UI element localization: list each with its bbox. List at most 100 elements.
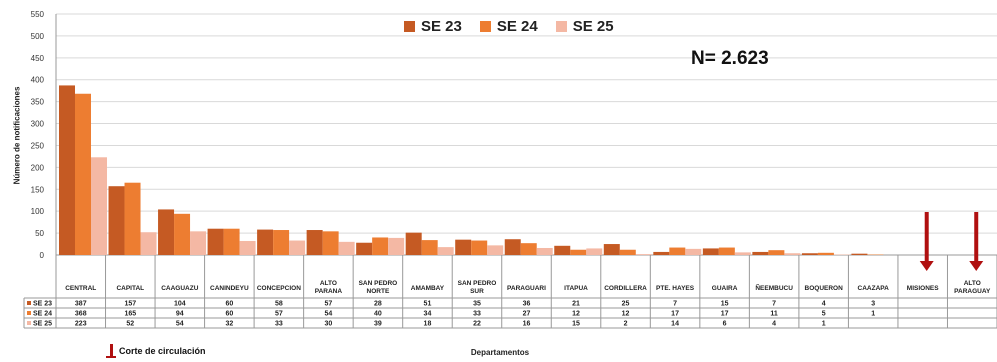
- table-value-se-23-san-pedro-norte: 28: [374, 301, 382, 308]
- bar-se-23-pte-hayes: [653, 251, 670, 255]
- bar-se-23-caaguazu: [158, 209, 175, 255]
- table-value-se-23-boqueron: 4: [822, 301, 826, 308]
- x-tick-label-caaguazu: CAAGUAZU: [161, 285, 198, 292]
- table-value-se-25-san-pedro-sur: 22: [473, 321, 481, 328]
- table-legend-key-se-23: [27, 301, 31, 305]
- bar-se-23-concepcion: [257, 229, 274, 255]
- table-series-label-se-25: SE 25: [33, 321, 52, 328]
- y-tick-label: 50: [35, 229, 44, 238]
- bar-se-24-caaguazu: [174, 213, 191, 255]
- table-value-se-23-itapua: 21: [572, 301, 580, 308]
- bar-se-23-san-pedro-sur: [455, 239, 472, 255]
- table-legend-key-se-25: [27, 321, 31, 325]
- bar-se-25-san-pedro-sur: [487, 245, 504, 255]
- legend-label-se23: SE 23: [421, 18, 462, 35]
- y-tick-label: 0: [40, 251, 45, 260]
- x-tick-label-amambay: AMAMBAY: [411, 285, 445, 292]
- bar-se-25-paraguari: [536, 247, 553, 255]
- x-tick-label-canindeyu: CANINDEYU: [210, 285, 249, 292]
- x-tick-label-neembucu: ÑEEMBUCU: [755, 283, 793, 292]
- table-value-se-23-capital: 157: [124, 301, 136, 308]
- bar-se-23-neembucu: [752, 251, 769, 255]
- bar-se-24-neembucu: [768, 250, 785, 255]
- legend-swatch-se24: [479, 21, 491, 32]
- table-value-se-23-guaira: 15: [721, 301, 729, 308]
- table-value-se-25-canindeyu: 32: [225, 321, 233, 328]
- bar-se-24-canindeyu: [223, 228, 240, 255]
- bar-se-24-paraguari: [520, 243, 537, 255]
- table-value-se-24-concepcion: 57: [275, 311, 283, 318]
- table-value-se-23-neembucu: 7: [772, 301, 776, 308]
- legend-item-se25: SE 25: [555, 18, 614, 35]
- table-value-se-24-san-pedro-sur: 33: [473, 311, 481, 318]
- bar-se-24-san-pedro-norte: [372, 237, 389, 255]
- legend-swatch-se25: [555, 21, 567, 32]
- table-value-se-24-alto-parana: 54: [324, 311, 332, 318]
- table-series-label-se-23: SE 23: [33, 301, 52, 308]
- x-tick-label-guaira: GUAIRA: [712, 285, 738, 292]
- bar-se-23-paraguari: [504, 239, 521, 255]
- bar-se-24-concepcion: [273, 230, 290, 255]
- bar-se-24-cordillera: [619, 249, 636, 255]
- bar-se-25-capital: [140, 232, 157, 255]
- table-value-se-24-boqueron: 5: [822, 311, 826, 318]
- table-value-se-25-paraguari: 16: [523, 321, 531, 328]
- table-value-se-24-san-pedro-norte: 40: [374, 311, 382, 318]
- y-tick-label: 200: [31, 163, 45, 172]
- table-value-se-24-caazapa: 1: [871, 311, 875, 318]
- y-tick-label: 500: [31, 32, 45, 41]
- y-tick-label: 250: [31, 141, 45, 150]
- bar-se-25-itapua: [586, 248, 603, 255]
- y-tick-label: 100: [31, 207, 45, 216]
- legend: SE 23 SE 24 SE 25: [404, 18, 614, 35]
- x-tick-label-pte-hayes: PTE. HAYES: [656, 285, 695, 292]
- bar-se-25-central: [91, 157, 107, 255]
- x-tick-label-alto-paraguay: ALTO PARAGUAY: [954, 280, 991, 295]
- y-tick-label: 350: [31, 98, 45, 107]
- table-value-se-24-paraguari: 27: [523, 311, 531, 318]
- table-value-se-24-itapua: 12: [572, 311, 580, 318]
- y-tick-label: 300: [31, 120, 45, 129]
- table-value-se-24-neembucu: 11: [770, 311, 778, 318]
- table-value-se-25-cordillera: 2: [624, 321, 628, 328]
- bar-se-25-amambay: [437, 247, 454, 255]
- table-legend-key-se-24: [27, 311, 31, 315]
- table-value-se-24-pte-hayes: 17: [671, 311, 679, 318]
- x-tick-label-alto-parana: ALTO PARANA: [315, 280, 343, 295]
- bar-se-23-boqueron: [801, 253, 818, 255]
- table-value-se-25-central: 223: [75, 321, 87, 328]
- bar-se-23-san-pedro-norte: [356, 242, 373, 255]
- legend-swatch-se23: [404, 21, 415, 32]
- table-value-se-25-boqueron: 1: [822, 321, 826, 328]
- x-tick-label-san-pedro-norte: SAN PEDRO NORTE: [359, 280, 398, 295]
- table-value-se-24-guaira: 17: [721, 311, 729, 318]
- marker-note-icon: [106, 344, 116, 358]
- table-value-se-25-capital: 52: [126, 321, 134, 328]
- x-axis-label: Departamentos: [470, 348, 530, 357]
- bar-se-25-alto-parana: [338, 241, 355, 255]
- table-value-se-25-guaira: 6: [723, 321, 727, 328]
- table-value-se-23-caazapa: 3: [871, 301, 875, 308]
- table-value-se-24-caaguazu: 94: [176, 311, 184, 318]
- x-tick-label-capital: CAPITAL: [116, 285, 144, 292]
- legend-label-se25: SE 25: [572, 18, 614, 35]
- table-value-se-25-san-pedro-norte: 39: [374, 321, 382, 328]
- bar-se-24-central: [75, 93, 91, 256]
- table-value-se-24-cordillera: 12: [622, 311, 630, 318]
- table-value-se-24-amambay: 34: [424, 311, 432, 318]
- bar-se-25-san-pedro-norte: [388, 237, 405, 255]
- x-tick-label-itapua: ITAPUA: [564, 285, 588, 292]
- legend-item-se23: SE 23: [404, 18, 462, 35]
- table-value-se-25-amambay: 18: [424, 321, 432, 328]
- table-value-se-23-concepcion: 58: [275, 301, 283, 308]
- bar-se-24-amambay: [421, 240, 438, 255]
- y-tick-label: 150: [31, 185, 45, 194]
- y-tick-label: 550: [31, 10, 45, 19]
- table-series-label-se-24: SE 24: [33, 311, 52, 318]
- bar-se-24-itapua: [570, 249, 587, 255]
- arrow-head-misiones: [919, 261, 934, 271]
- x-tick-label-central: CENTRAL: [65, 285, 96, 292]
- bar-se-24-san-pedro-sur: [471, 240, 488, 255]
- table-value-se-25-alto-parana: 30: [324, 321, 332, 328]
